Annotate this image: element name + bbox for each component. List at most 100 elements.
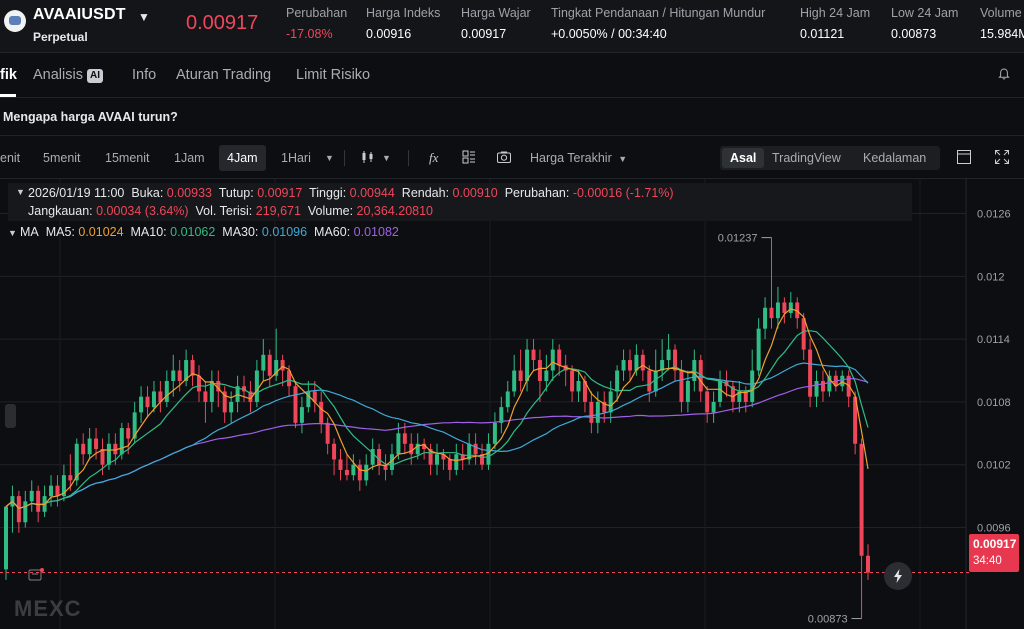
legend-low: 0.00910 [452, 186, 498, 200]
low-annotation: 0.00873 [808, 614, 848, 626]
tab-chart[interactable]: fik [0, 67, 17, 83]
candle-body [248, 391, 253, 402]
candle-body [151, 391, 156, 408]
ohlc-row-2: Jangkauan: 0.00034 (3.64%) Vol. Terisi: … [28, 204, 433, 218]
camera-icon[interactable] [496, 149, 512, 165]
y-tick-label: 0.0114 [977, 334, 1010, 346]
legend-high-label: Tinggi: [309, 186, 347, 200]
candle-body [679, 370, 684, 402]
toolbar-divider [344, 150, 345, 166]
legend-filled-vol-label: Vol. Terisi: [195, 204, 253, 218]
timeframe-4h[interactable]: 4Jam [219, 145, 266, 171]
tab-analysis[interactable]: Analisis AI [33, 67, 103, 83]
ma-collapse-caret-icon[interactable]: ▼ [8, 228, 17, 238]
candle-body [473, 443, 478, 455]
fullscreen-icon[interactable] [994, 149, 1010, 165]
indicator-fx-icon[interactable]: fx [428, 149, 444, 165]
candle-body [280, 360, 285, 371]
ma10-label: MA10: [130, 225, 167, 239]
stat-label: Low 24 Jam [891, 6, 959, 20]
quick-trade-button[interactable] [884, 562, 912, 590]
legend-high: 0.00944 [349, 186, 395, 200]
legend-datetime: 2026/01/19 11:00 [28, 186, 125, 200]
legend-close: 0.00917 [257, 186, 303, 200]
candle-body [49, 485, 54, 497]
candle-body [389, 454, 394, 470]
candle-body [196, 375, 201, 392]
candle-body [840, 375, 845, 387]
stat-value: 0.01121 [800, 27, 845, 41]
timeframe-1d[interactable]: 1Hari [281, 151, 311, 165]
legend-volume: 20,364.20810 [356, 204, 434, 218]
candle-type-caret-icon[interactable]: ▼ [382, 153, 391, 163]
candle-body [718, 380, 723, 402]
candle-body [209, 380, 214, 402]
candle-type-icon[interactable] [360, 149, 376, 165]
candle-body [782, 302, 787, 313]
candle-body [106, 443, 111, 465]
ticker-bar: AVAAIUSDT ▼ Perpetual 0.00917 Perubahan … [0, 0, 1024, 53]
candle-body [743, 391, 748, 402]
panel-layout-icon[interactable] [956, 149, 972, 165]
candle-body [87, 438, 92, 455]
tab-analysis-label: Analisis [33, 67, 83, 83]
candle-body [435, 454, 439, 465]
stat-funding-rate: Tingkat Pendanaan / Hitungan Mundur +0.0… [551, 6, 765, 41]
candle-body [287, 370, 292, 387]
candle-body [640, 354, 645, 371]
candle-body [164, 380, 169, 402]
stat-high-24h: High 24 Jam 0.01121 [800, 6, 870, 41]
stat-label: Perubahan [286, 6, 348, 20]
view-tradingview[interactable]: TradingView [772, 151, 841, 165]
candle-body [203, 391, 208, 402]
layout-grid-icon[interactable] [461, 149, 477, 165]
candle-body [338, 459, 343, 470]
symbol-name[interactable]: AVAAIUSDT [33, 6, 126, 23]
tab-risk-limit[interactable]: Limit Risiko [296, 67, 371, 83]
legend-collapse-caret-icon[interactable]: ▼ [16, 187, 25, 197]
timeframe-1h[interactable]: 1Jam [174, 151, 205, 165]
candlestick-chart[interactable]: 0.0126 0.012 0.0114 0.0108 0.0102 0.0096 0.012… [0, 179, 1024, 629]
timeframe-more-caret-icon[interactable]: ▼ [325, 153, 334, 163]
candle-body [750, 370, 755, 402]
tab-info[interactable]: Info [132, 67, 157, 83]
chart-scroll-handle[interactable] [5, 404, 16, 428]
candle-body [801, 318, 806, 350]
timeframe-15min[interactable]: 15menit [105, 151, 150, 165]
stat-value: 0.00873 [891, 27, 937, 41]
drawing-tools-icon[interactable] [28, 568, 44, 582]
candle-body [698, 360, 703, 392]
current-price-tag: 0.00917 34:40 [969, 534, 1019, 572]
timeframe-1min[interactable]: enit [0, 151, 21, 165]
candle-body [312, 391, 317, 402]
ohlc-row-1: 2026/01/19 11:00 Buka: 0.00933 Tutup: 0.… [28, 186, 674, 200]
ma-title: MA [20, 225, 39, 239]
candle-body [409, 443, 414, 455]
symbol-dropdown-caret-icon[interactable]: ▼ [138, 10, 150, 24]
timeframe-5min[interactable]: 5menit [43, 151, 81, 165]
candle-body [319, 401, 324, 423]
candle-body [119, 428, 124, 455]
candle-body [261, 354, 266, 371]
candle-body [769, 307, 774, 319]
news-banner[interactable]: Mengapa harga AVAAI turun? [0, 98, 1024, 136]
bell-icon[interactable] [998, 68, 1010, 80]
candle-body [814, 380, 819, 397]
view-original[interactable]: Asal [722, 148, 765, 168]
stat-value: 0.00917 [461, 27, 507, 41]
stat-value: 15.984M [980, 27, 1024, 41]
y-tick-label: 0.0108 [977, 397, 1011, 409]
candle-body [602, 401, 607, 413]
price-type-select[interactable]: Harga Terakhir ▼ [530, 151, 627, 165]
candle-body [673, 349, 678, 371]
candle-body [595, 401, 600, 423]
tab-trading-rules[interactable]: Aturan Trading [176, 67, 272, 83]
y-tick-label: 0.0126 [977, 209, 1011, 221]
svg-text:fx: fx [429, 150, 439, 165]
ohlc-legend: ▼ 2026/01/19 11:00 Buka: 0.00933 Tutup: … [8, 183, 912, 221]
candle-body [126, 428, 131, 439]
candle-body [608, 391, 613, 413]
lightning-icon [894, 569, 902, 583]
contract-type: Perpetual [33, 30, 88, 44]
view-depth[interactable]: Kedalaman [863, 151, 927, 165]
